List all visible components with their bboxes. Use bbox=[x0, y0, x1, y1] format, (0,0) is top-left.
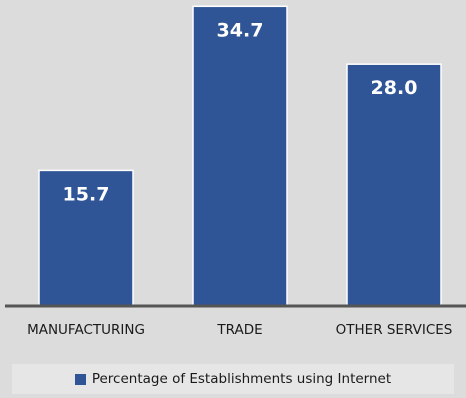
data-label-trade: 34.7 bbox=[217, 19, 264, 41]
x-tick-label-other-services: OTHER SERVICES bbox=[336, 322, 453, 338]
legend: Percentage of Establishments using Inter… bbox=[12, 364, 454, 394]
bar-trade bbox=[192, 5, 288, 307]
bar-manufacturing bbox=[38, 169, 134, 307]
bar-other-services bbox=[346, 63, 442, 307]
bars-layer bbox=[38, 5, 442, 307]
x-tick-label-manufacturing: MANUFACTURING bbox=[27, 322, 145, 338]
legend-swatch bbox=[74, 373, 86, 385]
x-tick-label-trade: TRADE bbox=[216, 322, 262, 338]
data-label-manufacturing: 15.7 bbox=[63, 183, 110, 205]
legend-label: Percentage of Establishments using Inter… bbox=[91, 371, 392, 387]
x-axis-tick-labels: MANUFACTURING TRADE OTHER SERVICES bbox=[27, 322, 452, 338]
value-labels-layer: 15.7 34.7 28.0 bbox=[63, 19, 418, 205]
data-label-other-services: 28.0 bbox=[371, 77, 418, 99]
